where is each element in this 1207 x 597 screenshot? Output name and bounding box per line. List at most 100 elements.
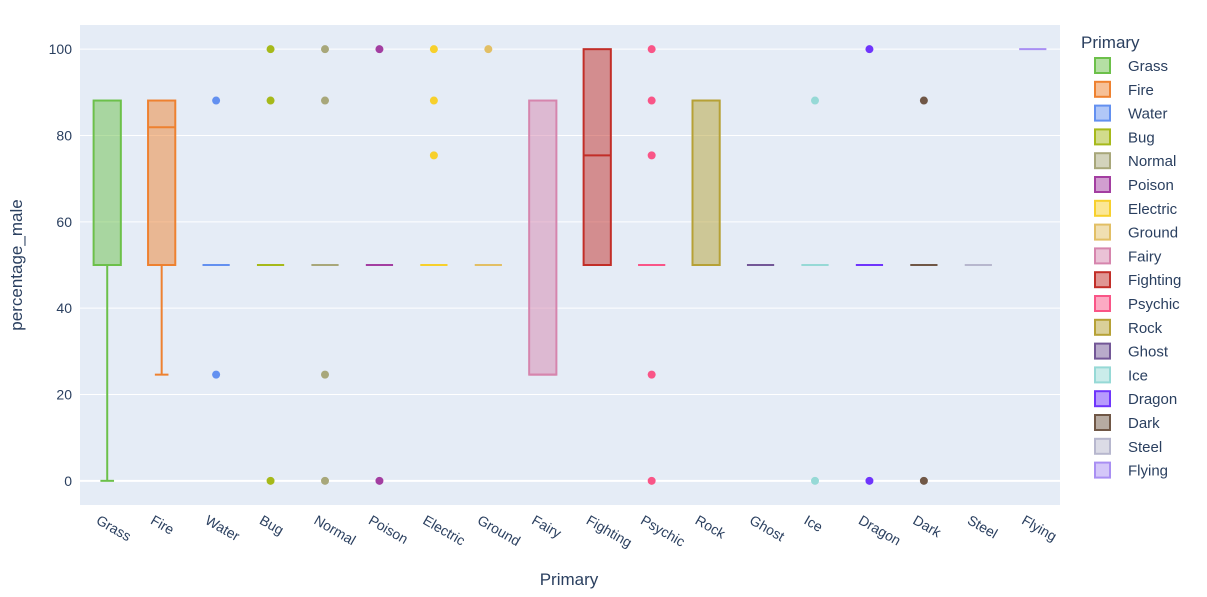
legend-swatch	[1094, 223, 1111, 241]
y-tick-label: 100	[49, 41, 73, 57]
legend-item-psychic[interactable]: Psychic	[1094, 295, 1180, 313]
legend-swatch	[1094, 414, 1111, 431]
plot-area-background	[80, 25, 1060, 505]
box-trace-grass	[92, 99, 122, 482]
legend-label: Psychic	[1128, 296, 1180, 313]
box-traces	[92, 45, 1047, 485]
x-tick-label: Grass	[94, 512, 134, 545]
box-trace-dark	[910, 96, 938, 485]
x-axis-title: Primary	[540, 570, 599, 589]
y-gridlines	[80, 48, 1060, 482]
legend-swatch	[1094, 390, 1111, 408]
legend-item-fire[interactable]: Fire	[1094, 80, 1154, 99]
box-trace-fairy	[528, 99, 558, 376]
legend-label: Grass	[1128, 58, 1168, 75]
legend: Primary Grass Fire Water Bug Normal Poison Ele…	[1081, 33, 1181, 480]
box-trace-normal	[311, 45, 339, 485]
x-tick-label: Electric	[420, 512, 468, 549]
box-trace-electric	[420, 45, 448, 266]
legend-item-poison[interactable]: Poison	[1094, 176, 1174, 194]
outlier-point	[375, 476, 384, 485]
y-tick-label: 40	[56, 300, 72, 316]
legend-swatch	[1094, 176, 1111, 193]
outlier-point	[647, 151, 656, 160]
legend-swatch	[1094, 152, 1111, 170]
y-tick-label: 80	[56, 128, 72, 144]
legend-label: Normal	[1128, 153, 1176, 170]
legend-swatch	[1094, 295, 1111, 312]
legend-item-ground[interactable]: Ground	[1094, 223, 1178, 242]
legend-label: Fire	[1128, 82, 1154, 99]
legend-label: Flying	[1128, 463, 1168, 480]
legend-swatch	[1094, 318, 1111, 336]
y-tick-label: 60	[56, 214, 72, 230]
legend-swatch	[1094, 366, 1111, 384]
legend-item-ghost[interactable]: Ghost	[1094, 342, 1169, 361]
outlier-point	[321, 45, 329, 54]
box-trace-ice	[801, 96, 829, 485]
box-trace-poison	[365, 45, 394, 485]
legend-item-dragon[interactable]: Dragon	[1094, 390, 1177, 408]
x-tick-label: Ice	[802, 512, 826, 535]
x-tick-label: Water	[203, 512, 243, 544]
x-tick-label: Dark	[910, 512, 944, 541]
outlier-point	[647, 476, 656, 485]
legend-item-steel[interactable]: Steel	[1094, 437, 1162, 456]
outlier-point	[484, 45, 493, 54]
outlier-point	[919, 476, 928, 485]
legend-item-fighting[interactable]: Fighting	[1094, 271, 1181, 289]
x-tick-label: Fighting	[584, 512, 635, 551]
outlier-point	[321, 96, 329, 105]
x-tick-label: Normal	[312, 512, 359, 548]
legend-item-electric[interactable]: Electric	[1094, 199, 1178, 218]
box-trace-rock	[691, 99, 721, 266]
outlier-point	[811, 476, 819, 485]
legend-item-flying[interactable]: Flying	[1094, 461, 1168, 480]
legend-swatch	[1094, 199, 1111, 217]
legend-label: Rock	[1128, 320, 1163, 337]
legend-label: Bug	[1128, 129, 1155, 146]
legend-item-ice[interactable]: Ice	[1094, 366, 1148, 384]
x-axis-ticks: Grass Fire Water Bug Normal Poison Electric Gro…	[94, 512, 1060, 551]
legend-item-bug[interactable]: Bug	[1094, 128, 1155, 146]
outlier-point	[647, 96, 656, 105]
outlier-point	[266, 45, 275, 54]
legend-item-rock[interactable]: Rock	[1094, 318, 1163, 337]
legend-item-normal[interactable]: Normal	[1094, 152, 1176, 170]
outlier-point	[429, 45, 438, 54]
legend-item-dark[interactable]: Dark	[1094, 414, 1160, 432]
x-tick-label: Rock	[693, 512, 729, 542]
outlier-point	[212, 96, 221, 105]
x-tick-label: Flying	[1019, 512, 1059, 545]
outlier-point	[266, 476, 275, 485]
legend-label: Water	[1128, 106, 1167, 123]
legend-label: Ground	[1128, 225, 1178, 242]
legend-swatch	[1094, 57, 1111, 74]
outlier-point	[647, 45, 656, 54]
legend-item-fairy[interactable]: Fairy	[1094, 247, 1162, 265]
y-axis-title: percentage_male	[7, 199, 26, 330]
legend-swatch	[1094, 104, 1111, 122]
y-axis-ticks: 0 20 40 60 80 100	[49, 41, 73, 489]
x-tick-label: Dragon	[856, 512, 904, 549]
box-iqr	[147, 99, 177, 266]
y-tick-label: 20	[56, 386, 72, 402]
x-tick-label: Fire	[148, 512, 177, 538]
box-trace-bug	[256, 45, 285, 485]
legend-item-grass[interactable]: Grass	[1094, 57, 1168, 75]
outlier-point	[919, 96, 928, 105]
box-iqr	[528, 99, 558, 376]
box-iqr	[582, 48, 612, 266]
x-tick-label: Steel	[965, 512, 1001, 542]
outlier-point	[811, 96, 819, 105]
legend-swatch	[1094, 247, 1111, 265]
legend-label: Dark	[1128, 415, 1160, 432]
x-tick-label: Fairy	[529, 512, 564, 541]
legend-label: Ghost	[1128, 344, 1169, 361]
x-tick-label: Ghost	[747, 512, 787, 545]
outlier-point	[429, 96, 438, 105]
legend-swatch	[1094, 342, 1111, 360]
legend-item-water[interactable]: Water	[1094, 104, 1167, 123]
outlier-point	[429, 151, 438, 160]
